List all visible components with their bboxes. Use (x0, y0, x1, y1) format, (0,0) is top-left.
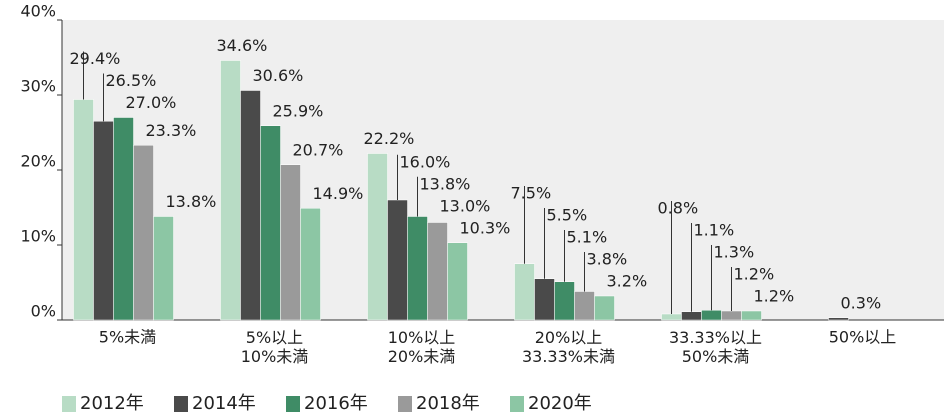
legend-label: 2014年 (192, 393, 256, 414)
value-label: 13.0% (440, 196, 491, 215)
legend-swatch (174, 396, 188, 412)
legend-label: 2020年 (528, 393, 592, 414)
legend-label: 2016年 (304, 393, 368, 414)
legend-swatch (62, 396, 76, 412)
y-tick-label: 40% (20, 2, 56, 21)
value-label: 3.8% (587, 250, 628, 269)
bar (741, 310, 762, 321)
bar (828, 317, 849, 321)
legend-label: 2012年 (80, 393, 144, 414)
legend-label: 2018年 (416, 393, 480, 414)
value-label: 26.5% (106, 71, 157, 90)
value-label: 27.0% (126, 93, 177, 112)
legend-swatch (286, 396, 300, 412)
value-label: 22.2% (364, 129, 415, 148)
y-tick-label: 0% (31, 302, 56, 321)
bar (661, 313, 682, 321)
bar (300, 208, 321, 321)
y-tick-label: 20% (20, 152, 56, 171)
value-label: 14.9% (313, 184, 364, 203)
value-label: 1.2% (734, 265, 775, 284)
value-label: 16.0% (400, 152, 451, 171)
bar (554, 281, 575, 321)
value-label: 30.6% (253, 66, 304, 85)
bar (153, 216, 174, 321)
plot-area (62, 20, 944, 320)
bar (407, 216, 428, 321)
value-label: 13.8% (420, 174, 471, 193)
value-label: 1.2% (754, 287, 795, 306)
value-label: 23.3% (146, 121, 197, 140)
x-tick-label: 20%以上 33.33%未満 (522, 328, 615, 366)
y-tick-label: 30% (20, 77, 56, 96)
x-tick-label: 33.33%以上 50%未満 (669, 328, 762, 366)
bar (387, 199, 408, 321)
bar (367, 153, 388, 321)
bar (701, 310, 722, 321)
x-tick-label: 5%未満 (99, 328, 156, 347)
bar (73, 99, 94, 321)
value-label: 1.1% (694, 221, 735, 240)
bar (260, 125, 281, 321)
bar (514, 263, 535, 321)
value-label: 10.3% (460, 218, 511, 237)
bar (447, 242, 468, 321)
y-tick-label: 10% (20, 227, 56, 246)
x-tick-label: 5%以上 10%未満 (241, 328, 309, 366)
x-tick-label: 10%以上 20%未満 (388, 328, 456, 366)
value-label: 7.5% (511, 184, 552, 203)
bar (574, 291, 595, 321)
value-label: 29.4% (70, 49, 121, 68)
bar (133, 145, 154, 321)
value-label: 0.8% (658, 199, 699, 218)
bar (240, 90, 261, 321)
bar (93, 121, 114, 321)
value-label: 0.3% (841, 293, 882, 312)
value-label: 5.1% (567, 228, 608, 247)
value-label: 34.6% (217, 36, 268, 55)
bar (113, 117, 134, 321)
x-tick-label: 50%以上 (829, 328, 897, 347)
bar (220, 60, 241, 321)
value-label: 20.7% (293, 140, 344, 159)
value-label: 3.2% (607, 272, 648, 291)
value-label: 13.8% (166, 192, 217, 211)
bar (681, 311, 702, 321)
bar (280, 164, 301, 321)
legend-swatch (398, 396, 412, 412)
value-label: 5.5% (547, 206, 588, 225)
bar (534, 278, 555, 321)
bar (721, 310, 742, 321)
legend-swatch (510, 396, 524, 412)
bar (427, 222, 448, 321)
value-label: 1.3% (714, 243, 755, 262)
bar (594, 295, 615, 321)
value-label: 25.9% (273, 101, 324, 120)
